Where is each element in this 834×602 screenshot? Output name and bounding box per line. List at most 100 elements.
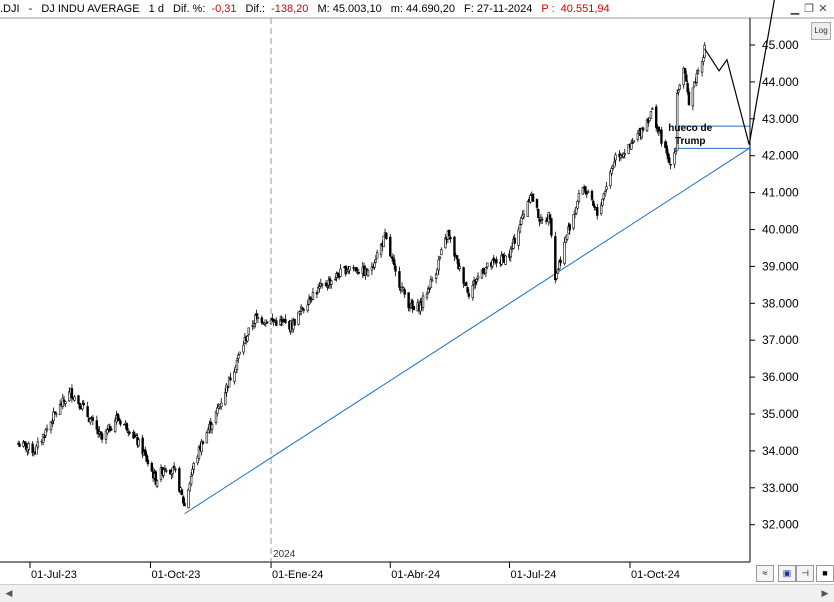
candle-body: [64, 401, 67, 404]
candle-body: [491, 259, 494, 267]
candle-body: [49, 421, 53, 431]
candle-body: [18, 443, 21, 447]
candle-body: [700, 60, 704, 73]
price-chart[interactable]: 2024 45.000 44.000 43.000 42.000 41.000 40.00…: [0, 0, 834, 584]
candle-body: [217, 406, 220, 409]
candle-body: [586, 190, 590, 193]
save-icon[interactable]: ▣: [778, 565, 796, 582]
y-tick-label: 38.000: [762, 296, 799, 310]
candle-body: [206, 429, 210, 434]
horizontal-scrollbar[interactable]: ◀ ▶: [0, 584, 834, 602]
candle-body: [590, 191, 594, 200]
candle-body: [576, 200, 579, 209]
candle-body: [613, 161, 616, 168]
candle-body: [453, 236, 456, 257]
candle-body: [614, 154, 617, 161]
candle-body: [458, 266, 461, 269]
candle-body: [155, 480, 159, 487]
candle-body: [412, 306, 416, 311]
candle-body: [696, 70, 700, 73]
candle-body: [172, 465, 176, 468]
candle-body: [150, 462, 154, 472]
price-value: 40.551,94: [560, 3, 610, 15]
candle-body: [119, 420, 122, 425]
candle-body: [237, 354, 240, 359]
candle-body: [234, 367, 237, 374]
candle-body: [649, 111, 653, 119]
candle-body: [636, 133, 640, 140]
candle-body: [174, 468, 177, 471]
candle-body: [182, 496, 185, 504]
period[interactable]: 1 d: [148, 3, 164, 15]
candle-body: [554, 236, 557, 280]
candle-body: [192, 463, 195, 470]
candle-body: [280, 319, 283, 322]
y-tick-label: 32.000: [762, 518, 799, 532]
candle-body: [686, 83, 689, 93]
candle-body: [537, 209, 540, 219]
candle-body: [392, 259, 396, 266]
candle-body: [685, 74, 688, 82]
candle-body: [178, 468, 181, 492]
close-icon[interactable]: ✕: [818, 3, 828, 15]
candle-body: [631, 142, 634, 144]
candle-body: [601, 198, 604, 206]
candle-body: [70, 388, 74, 399]
candle-body: [189, 476, 193, 485]
candle-body: [220, 402, 223, 407]
candle-body: [43, 436, 46, 438]
log-scale-button[interactable]: Log: [811, 22, 831, 40]
candle-body: [572, 214, 575, 229]
candle-body: [279, 319, 282, 325]
candle-body: [640, 128, 643, 138]
x-tick-label: 01-Jul-24: [510, 569, 556, 581]
window-controls: ▁ ❐ ✕: [788, 3, 830, 15]
candle-body: [651, 108, 654, 110]
candle-body: [434, 273, 438, 279]
y-tick-label: 45.000: [762, 38, 799, 52]
candle-body: [317, 287, 320, 294]
candle-body: [86, 406, 89, 418]
candle-body: [673, 152, 676, 165]
scroll-right-icon[interactable]: ▶: [821, 588, 829, 598]
candle-body: [336, 272, 340, 277]
candle-body: [632, 140, 636, 143]
minimize-icon[interactable]: ▁: [790, 3, 800, 15]
candle-body: [233, 371, 236, 382]
candle-body: [577, 193, 581, 202]
candle-body: [165, 470, 168, 472]
x-tick-label: 01-Oct-23: [152, 569, 201, 581]
candle-body: [602, 193, 605, 200]
candle-body: [541, 218, 544, 221]
restore-icon[interactable]: ❐: [804, 3, 814, 15]
window-icon[interactable]: ■: [816, 565, 834, 582]
candle-body: [556, 269, 560, 274]
pct-label: Dif. %:: [173, 3, 206, 15]
pin-icon[interactable]: ⊣: [796, 565, 814, 582]
candle-body: [398, 271, 401, 288]
candle-body: [500, 255, 503, 265]
candle-body: [188, 482, 192, 492]
annotation-line: hueco de: [668, 123, 712, 134]
date-value: F: 27-11-2024: [464, 3, 533, 15]
candle-body: [315, 292, 319, 295]
candle-body: [298, 311, 302, 314]
candle-body: [444, 237, 447, 249]
chart-header: .DJI - DJ INDU AVERAGE 1 d Dif. %: -0,31 …: [0, 3, 610, 15]
candle-body: [58, 404, 62, 415]
candle-body: [330, 280, 333, 285]
gap-lines: [674, 125, 750, 149]
candle-body: [337, 275, 341, 278]
candle-body: [467, 293, 471, 297]
candle-body: [247, 327, 250, 335]
candle-body: [62, 399, 66, 402]
draw-tool-icon[interactable]: ≈: [756, 565, 774, 582]
candle-body: [504, 255, 507, 265]
candle-body: [373, 262, 376, 268]
candle-body: [455, 255, 459, 260]
candle-body: [520, 217, 523, 225]
candle-body: [584, 186, 587, 194]
candle-body: [486, 262, 489, 268]
candle-body: [272, 319, 275, 322]
scroll-left-icon[interactable]: ◀: [5, 588, 13, 598]
